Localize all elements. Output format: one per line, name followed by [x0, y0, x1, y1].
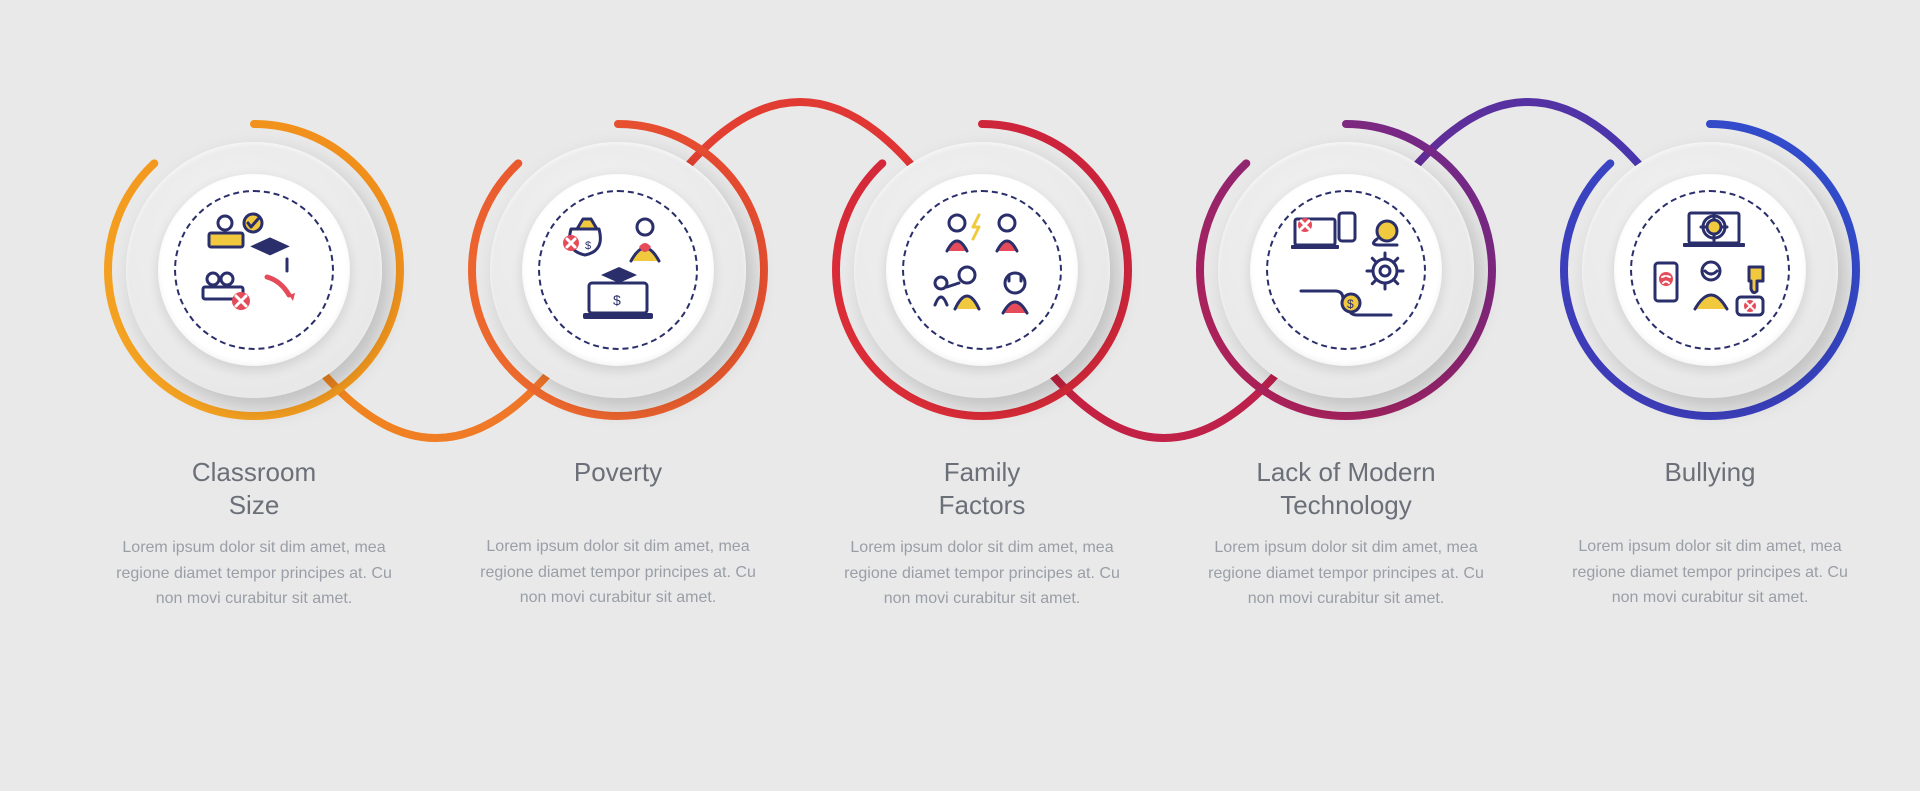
item-title: Bullying: [1560, 456, 1860, 520]
ring: $$: [468, 120, 768, 420]
infographic-stage: Classroom Size Lorem ipsum dolor sit dim …: [0, 0, 1920, 791]
svg-text:$: $: [585, 240, 591, 252]
disc-dashed: [1630, 190, 1790, 350]
infographic-item-lack-tech: $ Lack of Modern Technology Lorem ipsum do…: [1196, 120, 1496, 612]
ring: $: [1196, 120, 1496, 420]
infographic-item-poverty: $$PovertyLorem ipsum dolor sit dim amet,…: [468, 120, 768, 611]
item-body: Lorem ipsum dolor sit dim amet, mea regi…: [1560, 534, 1860, 611]
disc-dashed: $: [1266, 190, 1426, 350]
infographic-item-family-factors: Family Factors Lorem ipsum dolor sit dim …: [832, 120, 1132, 612]
item-title: Classroom Size: [104, 456, 404, 521]
item-title: Family Factors: [832, 456, 1132, 521]
svg-text:$: $: [1347, 297, 1354, 311]
item-body: Lorem ipsum dolor sit dim amet, mea regi…: [468, 534, 768, 611]
infographic-item-classroom-size: Classroom Size Lorem ipsum dolor sit dim …: [104, 120, 404, 612]
disc-dashed: [902, 190, 1062, 350]
item-body: Lorem ipsum dolor sit dim amet, mea regi…: [832, 535, 1132, 612]
item-body: Lorem ipsum dolor sit dim amet, mea regi…: [104, 535, 404, 612]
disc-dashed: $$: [538, 190, 698, 350]
classroom-icon: [184, 200, 324, 340]
item-body: Lorem ipsum dolor sit dim amet, mea regi…: [1196, 535, 1496, 612]
family-icon: [912, 200, 1052, 340]
ring: [104, 120, 404, 420]
ring: [1560, 120, 1860, 420]
tech-icon: $: [1276, 200, 1416, 340]
svg-text:$: $: [613, 292, 621, 308]
poverty-icon: $$: [548, 200, 688, 340]
ring: [832, 120, 1132, 420]
infographic-item-bullying: Bullying Lorem ipsum dolor sit dim amet, …: [1560, 120, 1860, 611]
disc-dashed: [174, 190, 334, 350]
item-title: Lack of Modern Technology: [1196, 456, 1496, 521]
bullying-icon: [1640, 200, 1780, 340]
item-title: Poverty: [468, 456, 768, 520]
